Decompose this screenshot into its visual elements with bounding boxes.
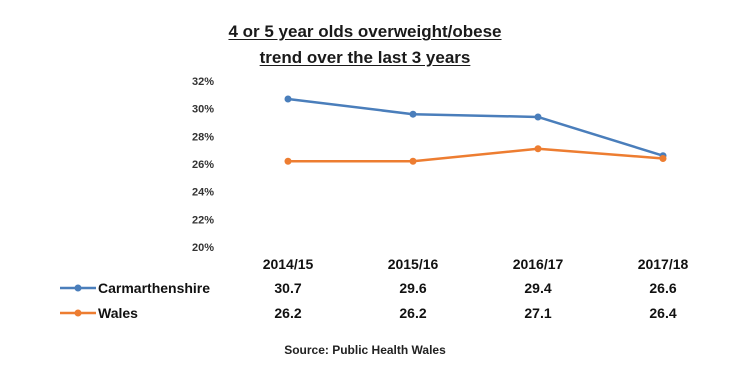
legend-label-wales: Wales xyxy=(98,305,138,321)
data-point xyxy=(534,113,542,121)
y-tick-label: 20% xyxy=(192,242,214,254)
category-label: 2016/17 xyxy=(513,256,564,272)
data-value-cell: 26.6 xyxy=(649,280,676,296)
data-point xyxy=(659,154,667,162)
data-value-cell: 29.4 xyxy=(524,280,551,296)
y-tick-label: 26% xyxy=(192,159,214,171)
data-point xyxy=(284,157,292,165)
data-point xyxy=(284,95,292,103)
y-axis: 32% 30% 28% 26% 24% 22% 20% xyxy=(192,76,214,254)
data-point xyxy=(409,157,417,165)
data-point xyxy=(409,110,417,118)
legend-key-marker xyxy=(74,284,82,292)
y-tick-label: 32% xyxy=(192,76,214,88)
data-value-cell: 26.2 xyxy=(274,305,301,321)
y-tick-label: 28% xyxy=(192,131,214,143)
chart-title-line-1: 4 or 5 year olds overweight/obese xyxy=(228,22,502,41)
y-tick-label: 30% xyxy=(192,104,214,116)
category-label: 2014/15 xyxy=(263,256,314,272)
category-label: 2015/16 xyxy=(388,256,439,272)
data-value-cell: 27.1 xyxy=(524,305,551,321)
series-line-wales xyxy=(288,147,664,163)
legend-key-marker xyxy=(74,309,82,317)
series-line-carmarthenshire xyxy=(287,97,664,157)
data-table: 2014/15 2015/16 2016/17 2017/18 Carmarthensh… xyxy=(60,256,689,321)
category-label: 2017/18 xyxy=(638,256,689,272)
data-value-cell: 26.2 xyxy=(399,305,426,321)
data-value-cell: 29.6 xyxy=(399,280,426,296)
data-point xyxy=(534,145,542,153)
legend-label-carmarthenshire: Carmarthenshire xyxy=(98,280,210,296)
chart-title-line-2: trend over the last 3 years xyxy=(259,48,471,67)
data-value-cell: 26.4 xyxy=(649,305,676,321)
source-note: Source: Public Health Wales xyxy=(284,343,446,357)
y-tick-label: 24% xyxy=(192,187,214,199)
data-value-cell: 30.7 xyxy=(274,280,301,296)
y-tick-label: 22% xyxy=(192,214,214,226)
series-lines xyxy=(284,95,667,165)
